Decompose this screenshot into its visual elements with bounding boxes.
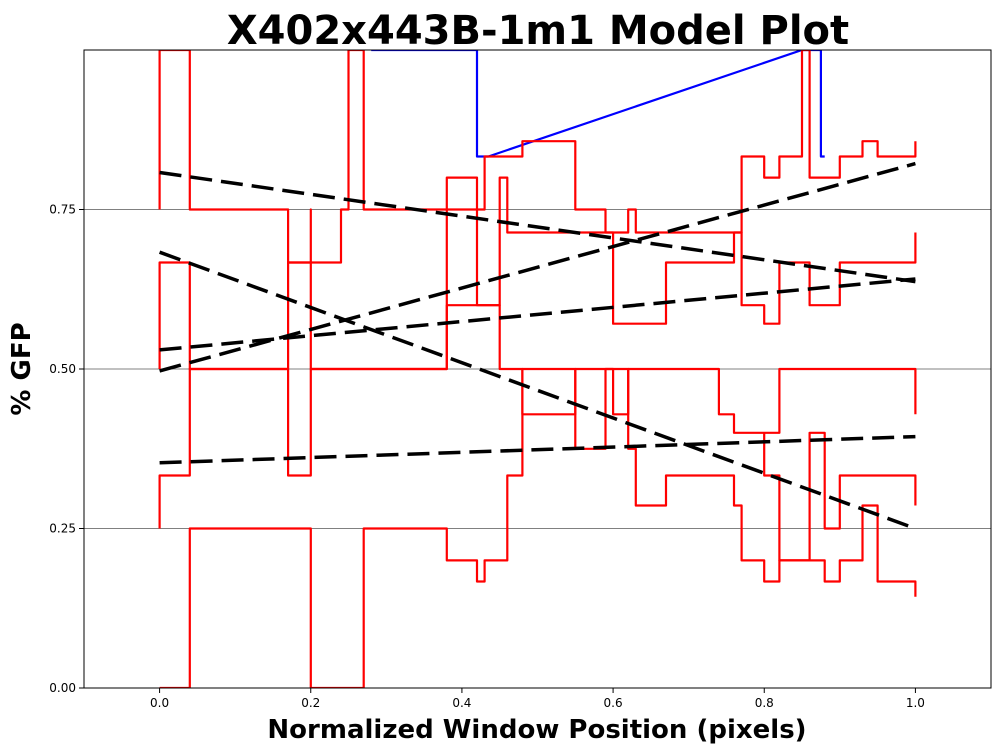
y-tick-label: 0.50 <box>49 362 76 376</box>
y-axis-label: % GFP <box>7 322 37 415</box>
y-tick-label: 0.00 <box>49 681 76 695</box>
series-observed-line-4 <box>159 367 917 688</box>
x-tick-label: 0.4 <box>452 696 471 710</box>
x-axis-ticks: 0.0 0.2 0.4 0.6 0.8 1.0 <box>150 688 925 710</box>
series-trend-line-9 <box>159 277 916 352</box>
series-observed-line-3 <box>158 304 917 529</box>
series-trend-line-6 <box>159 170 916 284</box>
y-tick-label: 0.25 <box>49 522 76 536</box>
x-axis-label: Normalized Window Position (pixels) <box>267 715 806 745</box>
x-tick: 0.2 <box>301 688 320 710</box>
y-tick-label: 0.75 <box>49 203 76 217</box>
y-tick: 0.25 <box>49 522 84 536</box>
x-tick: 1.0 <box>906 688 925 710</box>
y-axis-ticks: 0.00 0.25 0.50 0.75 <box>49 203 84 695</box>
series-observed-line-2 <box>158 176 917 371</box>
x-tick-label: 0.2 <box>301 696 320 710</box>
plot-area <box>83 49 992 689</box>
x-tick: 0.8 <box>755 688 774 710</box>
chart-title: X402x443B-1m1 Model Plot <box>227 8 849 54</box>
series-model-line-0 <box>371 50 825 158</box>
y-tick: 0.50 <box>49 362 84 376</box>
series-trend-line-10 <box>159 434 916 465</box>
y-tick: 0.00 <box>49 681 84 695</box>
x-tick: 0.4 <box>452 688 471 710</box>
x-tick-label: 0.0 <box>150 696 169 710</box>
x-tick: 0.6 <box>604 688 623 710</box>
x-tick: 0.0 <box>150 688 169 710</box>
x-tick-label: 0.8 <box>755 696 774 710</box>
y-tick: 0.75 <box>49 203 84 217</box>
series-observed-line-1 <box>158 50 917 264</box>
series-trend-line-7 <box>158 250 917 531</box>
series-observed-line-5 <box>763 431 917 562</box>
series-lines <box>158 50 917 688</box>
x-tick-label: 0.6 <box>604 696 623 710</box>
x-tick-label: 1.0 <box>906 696 925 710</box>
